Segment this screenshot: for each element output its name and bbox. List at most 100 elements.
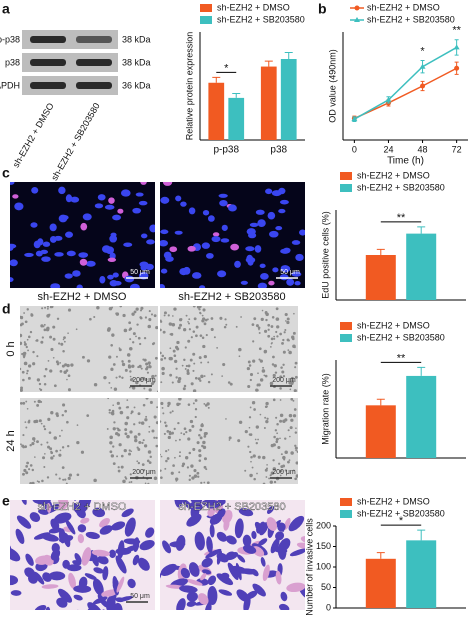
speck (124, 368, 128, 372)
speck (269, 345, 272, 348)
speck (197, 377, 201, 381)
speck (155, 444, 158, 448)
speck (46, 307, 49, 310)
nucleus (101, 245, 111, 253)
speck (27, 376, 31, 380)
point (419, 63, 426, 69)
cell (288, 482, 295, 498)
cell (92, 507, 106, 518)
cell (186, 513, 202, 527)
speck (187, 364, 191, 368)
speck (244, 469, 247, 472)
speck (59, 362, 62, 364)
cell (116, 596, 134, 602)
speck (238, 420, 243, 425)
speck (265, 467, 269, 470)
speck (160, 453, 161, 456)
speck (121, 360, 124, 363)
speck (201, 314, 204, 317)
legend-label: sh-EZH2 + DMSO (217, 2, 290, 12)
point (385, 96, 392, 102)
texture (160, 182, 305, 288)
speck (109, 441, 113, 445)
nucleus (269, 230, 279, 238)
nucleus (107, 257, 117, 262)
speck (25, 426, 28, 429)
cell (296, 542, 305, 551)
blot-band (30, 82, 66, 89)
speck (44, 367, 48, 371)
y-axis-label: Migration rate (%) (320, 373, 330, 445)
nucleus (146, 239, 155, 245)
speck (116, 455, 119, 458)
speck (68, 473, 73, 477)
cell (96, 613, 108, 618)
speck (108, 408, 111, 412)
speck (176, 402, 180, 407)
speck (155, 436, 158, 439)
speck (121, 362, 126, 367)
speck (34, 456, 36, 458)
nucleus (246, 254, 253, 263)
scale-label: 50 μm (130, 269, 150, 276)
speck (27, 364, 32, 368)
legend-swatch (340, 334, 352, 342)
cell (77, 533, 85, 544)
speck (112, 445, 115, 448)
x-tick-label: 0 (352, 144, 357, 154)
speck (275, 307, 279, 311)
speck (63, 370, 67, 375)
speck (132, 341, 135, 344)
speck (137, 448, 141, 451)
cell (90, 550, 99, 567)
nucleus (212, 232, 220, 237)
speck (235, 325, 238, 328)
speck (202, 440, 206, 445)
speck (259, 413, 262, 416)
nucleus (58, 186, 66, 195)
speck (173, 307, 177, 311)
nucleus (291, 240, 301, 245)
nucleus (169, 246, 178, 253)
speck (76, 440, 80, 445)
lane-label: sh-EZH2 + DMSO (11, 101, 56, 169)
speck (148, 318, 152, 322)
speck (206, 318, 209, 321)
nucleus (278, 208, 286, 214)
cell (58, 528, 66, 544)
speck (184, 368, 187, 370)
speck (162, 412, 165, 415)
image-caption: sh-EZH2 + DMSO (38, 291, 127, 303)
speck (129, 378, 133, 382)
speck (192, 306, 196, 308)
speck (128, 386, 131, 389)
speck (126, 353, 131, 357)
speck (270, 443, 274, 448)
speck (269, 480, 273, 484)
speck (26, 372, 29, 375)
nucleus (162, 182, 173, 186)
speck (164, 467, 167, 470)
speck (178, 455, 181, 458)
cell (74, 553, 82, 564)
speck (64, 409, 68, 413)
nucleus (124, 275, 135, 283)
cell (242, 544, 257, 554)
cell (124, 517, 136, 537)
speck (20, 386, 24, 390)
nucleus (14, 202, 24, 211)
speck (76, 424, 79, 426)
cell (277, 522, 286, 532)
nucleus (31, 186, 39, 194)
nucleus (220, 238, 230, 243)
speck (147, 450, 152, 454)
speck (200, 374, 204, 379)
speck (151, 429, 155, 433)
image-caption: sh-EZH2 + DMSO (38, 501, 127, 513)
speck (118, 348, 122, 352)
error-bar (264, 60, 273, 67)
cell (176, 598, 186, 610)
speck (257, 455, 261, 459)
speck (202, 344, 206, 349)
speck (196, 471, 200, 475)
